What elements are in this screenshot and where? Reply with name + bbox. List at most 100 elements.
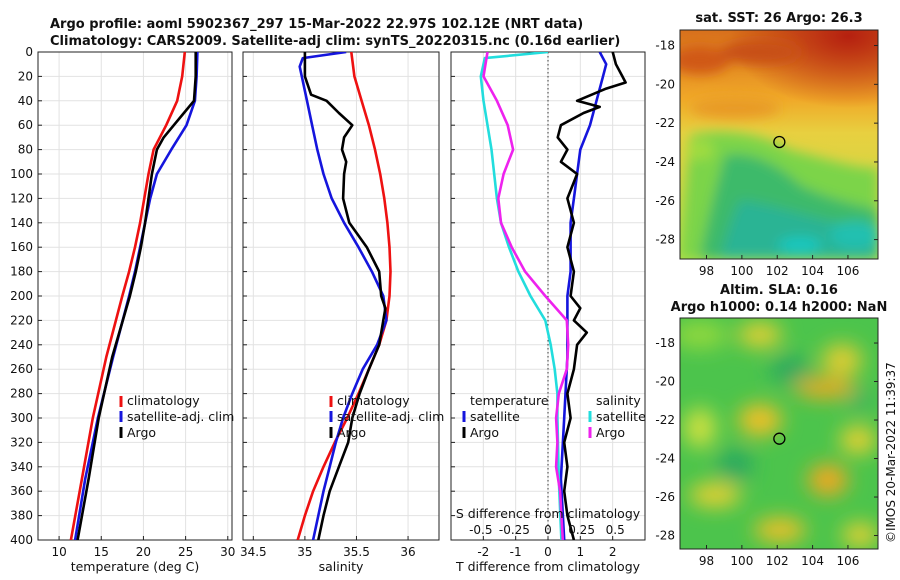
legend-label-climatology: climatology bbox=[127, 393, 200, 408]
sla-high bbox=[684, 408, 716, 448]
sla-high bbox=[738, 404, 782, 436]
map-y-tick-label: -18 bbox=[655, 336, 675, 350]
sst-warm-patch bbox=[720, 40, 800, 64]
sst-map-frame bbox=[679, 29, 879, 260]
sla-high bbox=[689, 483, 741, 507]
depth-tick-label: 260 bbox=[10, 362, 33, 376]
legend-label-t-argo: Argo bbox=[470, 425, 499, 440]
x-tick-label: 36 bbox=[400, 545, 415, 559]
sst-map-ticks: 98 100 102 104 106 -18 -20 -22 -24 -26 -28 bbox=[655, 39, 878, 278]
map-y-tick-label: -22 bbox=[655, 413, 675, 427]
sla-image bbox=[680, 318, 878, 549]
sla-high bbox=[795, 378, 855, 398]
x-tick-label: -1 bbox=[510, 545, 522, 559]
sla-high bbox=[840, 426, 876, 454]
x-tick-label: 15 bbox=[94, 545, 109, 559]
map-x-tick-label: 100 bbox=[730, 264, 753, 278]
s-tick-label: 0 bbox=[544, 523, 552, 537]
sst-warm-patch bbox=[690, 98, 780, 118]
sla-high bbox=[754, 518, 806, 542]
depth-tick-label: 120 bbox=[10, 191, 33, 205]
sst-image bbox=[680, 30, 878, 259]
depth-tick-label: 220 bbox=[10, 313, 33, 327]
depth-tick-label: 0 bbox=[25, 45, 33, 59]
sla-map-frame bbox=[679, 317, 879, 550]
depth-tick-label: 20 bbox=[18, 69, 33, 83]
copyright-stamp: ©IMOS 20-Mar-2022 11:39:37 bbox=[884, 362, 898, 543]
salinity-legend: climatology satellite-adj. clim Argo bbox=[329, 393, 444, 440]
legend-title-salinity: salinity bbox=[596, 393, 641, 408]
t-difference-x-ticks: -2 -1 0 1 2 bbox=[477, 545, 616, 559]
x-tick-label: 20 bbox=[136, 545, 151, 559]
depth-tick-label: 240 bbox=[10, 338, 33, 352]
depth-ticks: 0 20 40 60 80 100 120 140 160 180 200 220 240 260 280 3… bbox=[10, 45, 33, 547]
map-x-tick-label: 104 bbox=[801, 264, 824, 278]
temperature-x-ticks: 10 15 20 25 30 bbox=[51, 545, 235, 559]
series-line-argo bbox=[303, 52, 387, 540]
legend-label-s-satellite: satellite bbox=[596, 409, 646, 424]
argo-location-marker bbox=[773, 432, 786, 445]
depth-tick-label: 340 bbox=[10, 460, 33, 474]
sst-patch bbox=[686, 140, 714, 160]
sla-map-title-line2: Argo h1000: 0.14 h2000: NaN bbox=[671, 300, 888, 315]
depth-tick-label: 80 bbox=[18, 143, 33, 157]
depth-tick-label: 320 bbox=[10, 435, 33, 449]
depth-tick-label: 40 bbox=[18, 94, 33, 108]
depth-tick-label: 100 bbox=[10, 167, 33, 181]
depth-tick-label: 200 bbox=[10, 289, 33, 303]
x-tick-label: 0 bbox=[544, 545, 552, 559]
map-x-tick-label: 98 bbox=[699, 554, 714, 568]
title-line1: Argo profile: aoml 5902367_297 15-Mar-20… bbox=[50, 17, 583, 32]
s-difference-ticks: -0.5 -0.25 0 0.25 0.5 bbox=[469, 523, 625, 537]
map-y-tick-label: -20 bbox=[655, 375, 675, 389]
map-x-tick-label: 102 bbox=[766, 264, 789, 278]
x-tick-label: 30 bbox=[220, 545, 235, 559]
sla-map-panel: Altim. SLA: 0.16 Argo h1000: 0.14 h2000:… bbox=[655, 283, 887, 568]
series-line-s-argo bbox=[482, 52, 570, 540]
sla-high bbox=[822, 344, 862, 376]
map-y-tick-label: -28 bbox=[655, 529, 675, 543]
x-tick-label: 1 bbox=[577, 545, 585, 559]
series-line-climatology bbox=[69, 52, 187, 540]
sst-map-panel: sat. SST: 26 Argo: 26.3 98 100 102 104 106 -1… bbox=[655, 11, 879, 278]
series-line-climatology bbox=[296, 52, 392, 540]
x-tick-label: 2 bbox=[609, 545, 617, 559]
map-y-tick-label: -26 bbox=[655, 490, 675, 504]
difference-legend: temperature satellite Argo salinity sate… bbox=[462, 393, 646, 440]
salinity-grid bbox=[243, 51, 439, 541]
legend-label-satellite: satellite-adj. clim bbox=[337, 409, 444, 424]
difference-lines bbox=[479, 52, 627, 540]
x-tick-label: 10 bbox=[51, 545, 66, 559]
legend-label-s-argo: Argo bbox=[596, 425, 625, 440]
map-y-tick-label: -24 bbox=[655, 155, 675, 169]
difference-panel: -2 -1 0 1 2 S difference from climatology -0… bbox=[450, 51, 646, 574]
map-y-tick-label: -22 bbox=[655, 116, 675, 130]
depth-tick-label: 360 bbox=[10, 484, 33, 498]
legend-label-argo: Argo bbox=[337, 425, 366, 440]
series-line-s-satellite bbox=[479, 52, 563, 540]
s-tick-label: 0.5 bbox=[606, 523, 625, 537]
map-y-tick-label: -24 bbox=[655, 452, 675, 466]
x-tick-label: -2 bbox=[477, 545, 489, 559]
temperature-xlabel: temperature (deg C) bbox=[71, 559, 200, 574]
sst-cold-patch bbox=[778, 237, 822, 253]
sla-map-title-line1: Altim. SLA: 0.16 bbox=[720, 283, 838, 298]
map-y-tick-label: -26 bbox=[655, 194, 675, 208]
map-x-tick-label: 98 bbox=[699, 264, 714, 278]
map-x-tick-label: 102 bbox=[766, 554, 789, 568]
depth-tick-label: 400 bbox=[10, 533, 33, 547]
legend-label-argo: Argo bbox=[127, 425, 156, 440]
map-x-tick-label: 100 bbox=[730, 554, 753, 568]
map-x-tick-label: 104 bbox=[801, 554, 824, 568]
salinity-lines bbox=[296, 52, 392, 540]
sla-high bbox=[842, 523, 878, 547]
depth-tick-label: 280 bbox=[10, 387, 33, 401]
temperature-legend: climatology satellite-adj. clim Argo bbox=[119, 393, 234, 440]
map-y-tick-label: -18 bbox=[655, 39, 675, 53]
x-tick-label: 35 bbox=[297, 545, 312, 559]
title-line2: Climatology: CARS2009. Satellite-adj cli… bbox=[50, 34, 620, 49]
argo-location-marker bbox=[773, 135, 786, 149]
map-y-tick-label: -20 bbox=[655, 77, 675, 91]
sla-high bbox=[738, 323, 782, 347]
